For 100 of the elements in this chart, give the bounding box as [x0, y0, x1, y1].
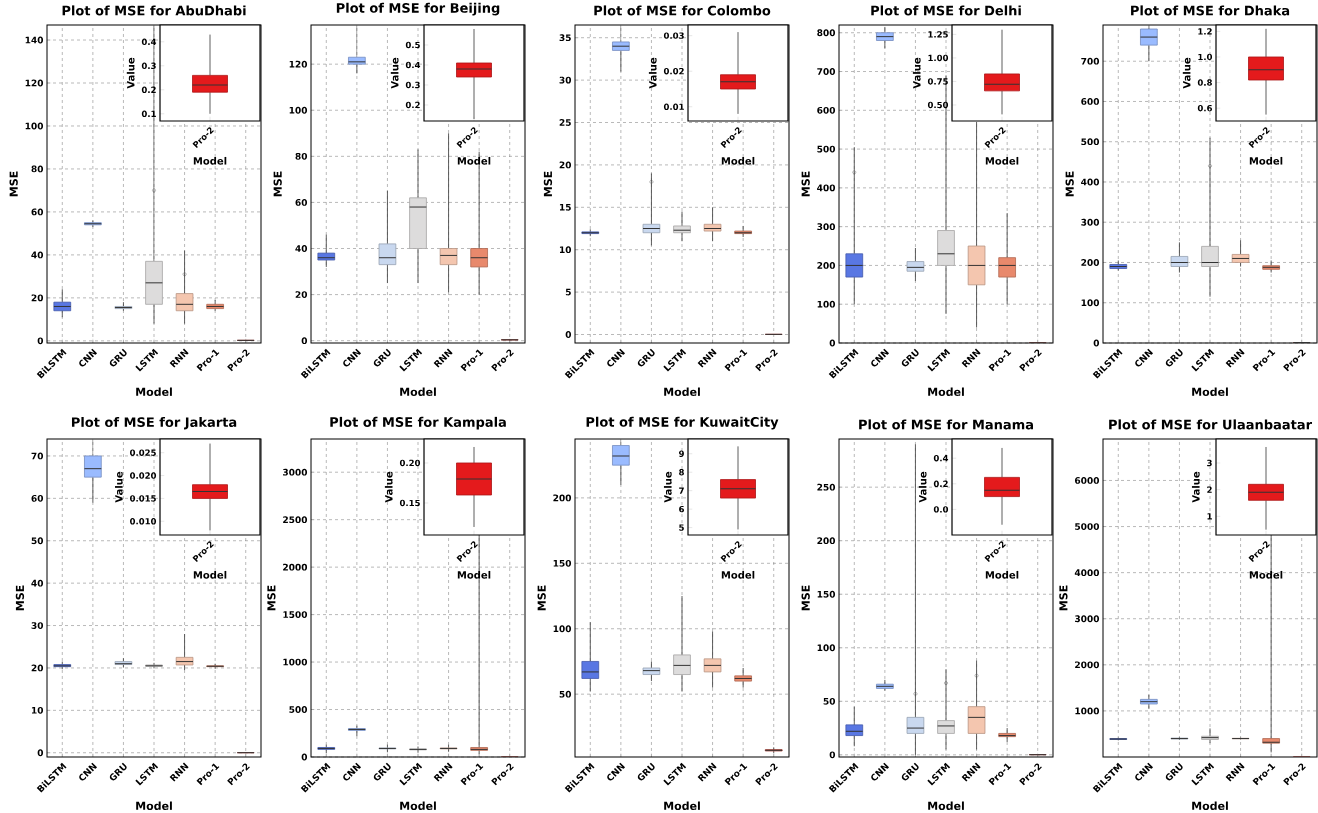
y-tick-label: 8: [679, 469, 684, 476]
y-tick-label: 400: [817, 184, 836, 192]
y-tick-label: 50: [559, 690, 572, 698]
y-tick-label: 250: [817, 483, 836, 491]
y-tick-label: 80: [31, 165, 44, 173]
y-tick-label: 120: [25, 79, 44, 87]
y-tick-label: 25: [559, 119, 571, 126]
y-tick-label: 1.0: [1198, 53, 1213, 61]
y-axis-title: MSE: [273, 171, 282, 197]
y-tick-label: 0.02: [663, 68, 684, 75]
y-axis-title: Value: [918, 471, 927, 503]
y-tick-label: 2: [1207, 486, 1212, 493]
y-tick-label: 10: [31, 706, 44, 714]
y-tick-label: 0.010: [130, 518, 157, 525]
y-tick-label: 0.50: [927, 101, 949, 109]
y-tick-label: 100: [817, 300, 836, 308]
chart-title: Plot of MSE for Delhi: [871, 5, 1021, 16]
y-tick-label: 0.2: [141, 86, 156, 93]
y-tick-label: 200: [817, 537, 836, 545]
y-tick-label: 500: [1081, 138, 1100, 146]
y-tick-label: 1.2: [1198, 28, 1212, 35]
y-tick-label: 0.03: [663, 32, 684, 39]
x-axis-title: Model: [400, 387, 436, 397]
y-axis-title: Value: [390, 57, 399, 89]
y-tick-label: 600: [817, 106, 836, 114]
chart-title: Plot of MSE for Dhaka: [1131, 5, 1290, 16]
y-tick-label: 5: [565, 288, 571, 296]
y-tick-label: 7: [679, 487, 684, 494]
y-tick-label: 700: [1081, 57, 1100, 65]
y-axis-title: Value: [384, 471, 393, 503]
y-tick-label: 40: [31, 251, 44, 259]
chart-title: Plot of MSE for Manama: [859, 419, 1033, 430]
y-axis-title: MSE: [543, 171, 553, 197]
chart-title: Plot of MSE for Kampala: [330, 416, 506, 430]
y-tick-label: 200: [817, 262, 836, 269]
y-tick-label: 100: [1081, 299, 1100, 307]
y-tick-label: 0.5: [405, 41, 420, 49]
y-tick-label: 40: [31, 579, 44, 587]
y-tick-label: 0.15: [399, 499, 420, 507]
y-tick-label: 500: [289, 706, 308, 713]
y-tick-label: 200: [553, 494, 572, 502]
y-tick-label: 80: [295, 152, 308, 160]
y-tick-label: 120: [289, 60, 308, 68]
y-tick-label: 0: [829, 751, 836, 759]
y-tick-label: 1000: [1075, 707, 1100, 715]
x-axis-title: Model: [928, 387, 964, 397]
y-tick-label: 3000: [283, 468, 308, 476]
y-tick-label: 0.2: [933, 480, 948, 487]
y-tick-label: 30: [31, 622, 44, 629]
y-tick-label: 6: [679, 505, 685, 513]
y-tick-label: 0: [565, 331, 572, 338]
y-tick-label: 50: [31, 537, 44, 545]
y-tick-label: 0.01: [663, 103, 684, 110]
x-axis-title: Model: [664, 801, 700, 811]
y-axis-title: MSE: [15, 585, 25, 611]
y-axis-title: Value: [648, 57, 657, 89]
x-axis-title: Model: [400, 801, 436, 811]
y-tick-label: 0: [37, 337, 44, 345]
y-tick-label: 6000: [1074, 477, 1100, 484]
y-tick-label: 0.3: [141, 62, 156, 69]
y-tick-label: 0.015: [130, 495, 156, 502]
chart-title: Plot of MSE for Colombo: [594, 5, 771, 16]
y-tick-label: 4000: [1074, 569, 1100, 577]
y-tick-label: 0: [301, 753, 308, 761]
x-axis-title: Model: [1249, 570, 1283, 579]
y-axis-title: Value: [912, 57, 921, 89]
y-tick-label: 400: [1081, 178, 1100, 186]
y-tick-label: 0.4: [141, 38, 157, 45]
x-axis-title: Model: [985, 570, 1019, 579]
y-tick-label: 20: [31, 294, 44, 302]
y-tick-label: 20: [295, 291, 308, 298]
y-tick-label: 0: [301, 337, 308, 345]
y-tick-label: 60: [295, 199, 308, 206]
y-tick-label: 0.4: [933, 454, 949, 462]
chart-title: Plot of MSE for KuwaitCity: [586, 416, 779, 430]
y-tick-label: 35: [559, 34, 571, 42]
y-axis-title: MSE: [801, 585, 810, 611]
y-tick-label: 100: [553, 625, 572, 633]
y-axis-title: MSE: [267, 585, 276, 611]
y-tick-label: 300: [1081, 218, 1100, 226]
y-tick-label: 3000: [1075, 615, 1100, 623]
y-tick-label: 20: [31, 664, 44, 672]
x-axis-title: Model: [721, 156, 755, 165]
x-axis-title: Model: [136, 387, 172, 397]
y-tick-label: 140: [25, 36, 44, 44]
x-axis-title: Model: [457, 156, 491, 165]
x-axis-title: Model: [193, 570, 227, 579]
y-tick-label: 700: [817, 68, 836, 75]
y-tick-label: 1500: [283, 611, 308, 618]
y-tick-label: 1: [1207, 513, 1212, 520]
y-tick-label: 100: [25, 122, 44, 130]
chart-title: Plot of MSE for Jakarta: [71, 416, 237, 430]
y-axis-title: MSE: [1065, 171, 1074, 197]
x-axis-title: Model: [985, 156, 1019, 165]
y-tick-label: 10: [559, 246, 572, 254]
y-tick-label: 0: [1093, 339, 1100, 347]
y-tick-label: 70: [31, 452, 44, 460]
y-axis-title: Value: [1182, 57, 1191, 89]
y-tick-label: 2000: [283, 563, 308, 571]
x-axis-title: Model: [1192, 387, 1228, 397]
